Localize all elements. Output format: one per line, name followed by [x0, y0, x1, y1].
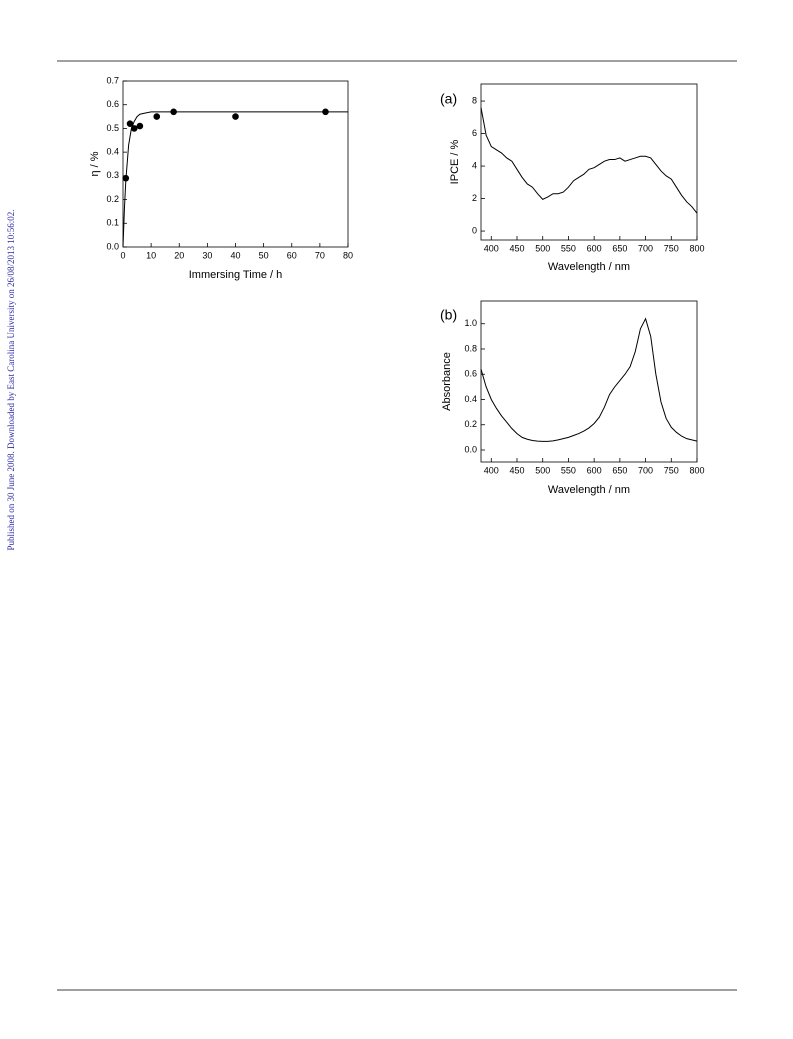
x-tick-label: 70: [315, 250, 325, 260]
side-note: Published on 30 June 2008. Downloaded by…: [6, 210, 16, 551]
y-tick-label: 0.0: [106, 241, 119, 251]
x-tick-label: 700: [638, 465, 653, 475]
y-tick-label: 0.6: [464, 369, 477, 379]
data-point: [153, 113, 161, 120]
x-tick-label: 600: [587, 243, 602, 253]
x-tick-label: 0: [120, 250, 125, 260]
x-tick-label: 10: [146, 250, 156, 260]
x-tick-label: 600: [587, 465, 602, 475]
x-tick-label: 500: [535, 465, 550, 475]
x-tick-label: 800: [689, 243, 704, 253]
data-point: [122, 174, 130, 182]
x-tick-label: 80: [343, 250, 353, 260]
y-tick-label: 0.5: [106, 123, 119, 133]
x-axis-label: Wavelength / nm: [548, 484, 630, 496]
y-tick-label: 0.6: [106, 99, 119, 109]
y-tick-label: 4: [472, 160, 477, 170]
y-axis-label: IPCE / %: [449, 139, 461, 184]
data-point: [130, 125, 138, 132]
y-tick-label: 0.4: [464, 394, 477, 404]
plot-frame: [480, 83, 698, 241]
y-axis-label: Absorbance: [441, 352, 453, 411]
y-tick-label: 0.3: [106, 170, 119, 180]
x-tick-label: 30: [202, 250, 212, 260]
y-tick-label: 0.4: [106, 147, 119, 157]
x-tick-label: 550: [561, 243, 576, 253]
plot-frame: [122, 80, 349, 248]
data-point: [170, 108, 177, 116]
y-tick-label: 0.8: [464, 343, 477, 353]
y-tick-label: 8: [472, 95, 477, 105]
x-tick-label: 500: [535, 243, 550, 253]
data-point: [136, 122, 144, 130]
x-tick-label: 650: [612, 243, 627, 253]
panel-label: (b): [440, 307, 457, 323]
x-axis-label: Immersing Time / h: [189, 269, 283, 281]
x-tick-label: 650: [612, 465, 627, 475]
data-line: [480, 317, 698, 442]
data-line: [122, 111, 348, 248]
x-tick-label: 750: [664, 243, 679, 253]
x-tick-label: 700: [638, 243, 653, 253]
y-tick-label: 0: [472, 225, 477, 235]
plot-frame: [480, 300, 698, 463]
x-tick-label: 750: [664, 465, 679, 475]
y-tick-label: 6: [472, 128, 477, 138]
y-tick-label: 0.2: [464, 419, 477, 429]
data-line: [480, 107, 698, 214]
y-axis-label: η / %: [89, 151, 101, 176]
data-point: [232, 113, 239, 120]
data-point: [322, 108, 329, 116]
y-tick-label: 0.2: [106, 194, 119, 204]
y-tick-label: 0.7: [106, 75, 119, 85]
y-tick-label: 0.0: [464, 444, 477, 454]
x-tick-label: 50: [259, 250, 269, 260]
x-tick-label: 60: [287, 250, 297, 260]
y-tick-label: 1.0: [464, 318, 477, 328]
x-tick-label: 800: [689, 465, 704, 475]
x-tick-label: 550: [561, 465, 576, 475]
x-tick-label: 400: [484, 465, 499, 475]
x-axis-label: Wavelength / nm: [548, 261, 630, 273]
x-tick-label: 450: [509, 243, 524, 253]
x-tick-label: 400: [484, 243, 499, 253]
y-tick-label: 0.1: [106, 218, 119, 228]
y-tick-label: 2: [472, 193, 477, 203]
x-tick-label: 450: [509, 465, 524, 475]
x-tick-label: 20: [174, 250, 184, 260]
panel-label: (a): [440, 91, 457, 107]
data-point: [126, 120, 134, 127]
x-tick-label: 40: [230, 250, 240, 260]
